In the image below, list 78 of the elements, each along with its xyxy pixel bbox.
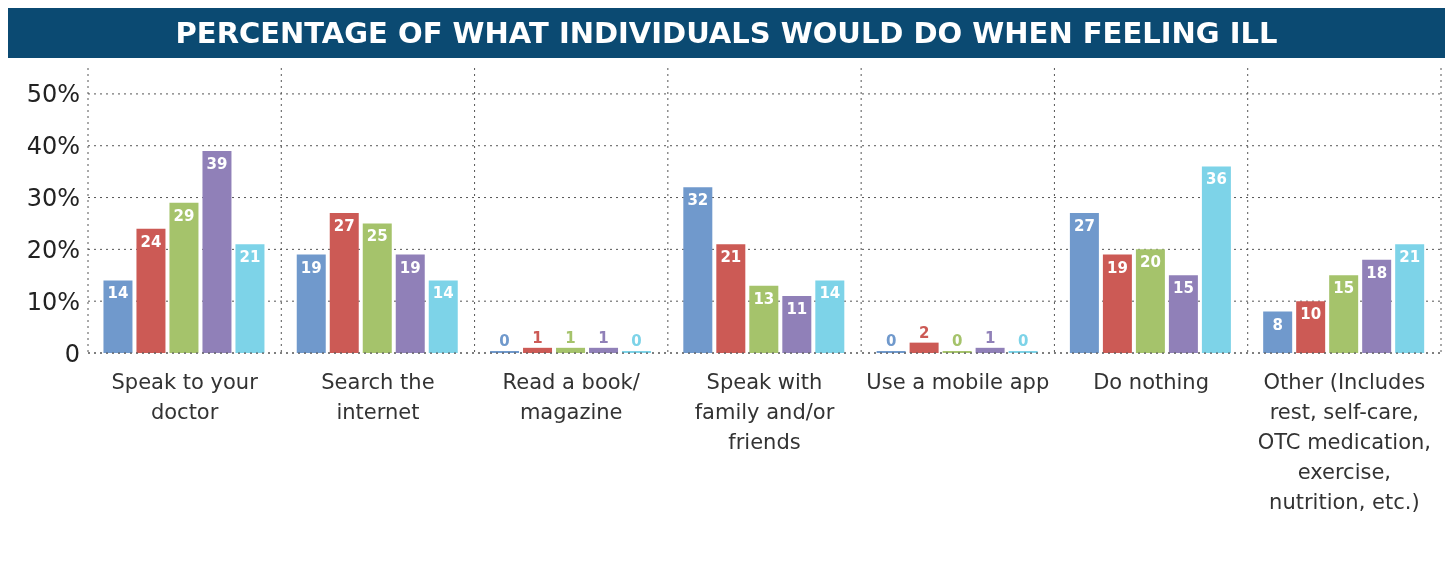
data-label: 13 bbox=[753, 289, 775, 308]
data-label: 11 bbox=[786, 300, 808, 318]
bar bbox=[1263, 311, 1293, 353]
bar bbox=[782, 296, 812, 353]
x-tick-label: Other (Includes rest, self-care, OTC medication, exercise, nutrition, etc.) bbox=[1257, 370, 1432, 514]
data-label: 29 bbox=[173, 206, 195, 225]
data-label: 21 bbox=[720, 248, 742, 267]
bar bbox=[1395, 244, 1425, 353]
y-tick-label: 30% bbox=[26, 184, 80, 213]
y-tick-label: 50% bbox=[26, 80, 80, 109]
y-tick-label: 20% bbox=[26, 235, 80, 264]
bar bbox=[1102, 254, 1132, 353]
data-label: 14 bbox=[432, 284, 454, 303]
bar bbox=[428, 280, 458, 353]
bar bbox=[296, 254, 326, 353]
x-tick-label: Speak with family and/or friends bbox=[694, 370, 835, 454]
data-label: 0 bbox=[1017, 332, 1029, 350]
data-label: 0 bbox=[499, 332, 510, 350]
bar bbox=[1201, 166, 1231, 353]
bar bbox=[362, 223, 392, 353]
bar bbox=[749, 285, 779, 353]
bar bbox=[1329, 275, 1359, 353]
data-label: 21 bbox=[239, 248, 261, 267]
bar bbox=[683, 187, 713, 353]
bar bbox=[329, 213, 359, 353]
data-label: 21 bbox=[1399, 248, 1421, 267]
data-label: 1 bbox=[565, 328, 576, 347]
data-label: 0 bbox=[631, 332, 642, 350]
bar bbox=[395, 254, 425, 353]
x-tick-label: Read a book/ magazine bbox=[502, 370, 641, 424]
x-tick-label: Speak to your doctor bbox=[111, 370, 259, 424]
data-label: 19 bbox=[399, 258, 421, 277]
bar bbox=[716, 244, 746, 353]
bar bbox=[103, 280, 133, 353]
data-label: 1 bbox=[984, 328, 996, 347]
data-label: 32 bbox=[687, 191, 709, 210]
chart-title: PERCENTAGE OF WHAT INDIVIDUALS WOULD DO WHEN FEELING ILL bbox=[8, 8, 1445, 58]
bar bbox=[169, 202, 199, 353]
x-tick-label: Search the internet bbox=[321, 370, 435, 424]
data-label: 10 bbox=[1300, 305, 1322, 324]
bar bbox=[235, 244, 265, 353]
data-label: 15 bbox=[1172, 279, 1194, 298]
bar bbox=[202, 150, 232, 353]
bar bbox=[815, 280, 845, 353]
data-label: 0 bbox=[885, 332, 897, 350]
y-tick-label: 40% bbox=[26, 132, 80, 161]
y-tick-label: 0 bbox=[64, 339, 80, 368]
data-label: 19 bbox=[300, 258, 322, 277]
data-label: 27 bbox=[1073, 217, 1095, 236]
data-label: 14 bbox=[107, 284, 129, 303]
bar bbox=[1069, 213, 1099, 353]
bar bbox=[523, 347, 553, 353]
data-label: 24 bbox=[140, 232, 162, 251]
bar bbox=[1362, 259, 1392, 353]
x-tick-label: Use a mobile app bbox=[866, 370, 1050, 394]
data-label: 18 bbox=[1366, 263, 1388, 282]
data-label: 20 bbox=[1139, 253, 1161, 272]
bar bbox=[556, 347, 586, 353]
data-label: 1 bbox=[598, 328, 609, 347]
bar bbox=[589, 347, 619, 353]
data-label: 14 bbox=[819, 284, 841, 303]
bar bbox=[136, 228, 166, 353]
data-label: 0 bbox=[951, 332, 963, 350]
bar bbox=[909, 342, 939, 353]
bar bbox=[1168, 275, 1198, 353]
data-label: 25 bbox=[366, 227, 388, 246]
data-label: 19 bbox=[1106, 258, 1128, 277]
data-label: 8 bbox=[1272, 315, 1283, 334]
data-label: 36 bbox=[1205, 170, 1227, 189]
data-label: 39 bbox=[206, 154, 228, 173]
bar bbox=[975, 347, 1005, 353]
data-label: 1 bbox=[532, 328, 543, 347]
data-label: 27 bbox=[333, 217, 355, 236]
x-tick-label: Do nothing bbox=[1093, 370, 1210, 394]
y-tick-label: 10% bbox=[26, 287, 80, 316]
data-label: 15 bbox=[1333, 279, 1355, 298]
bar bbox=[1135, 249, 1165, 353]
data-label: 2 bbox=[918, 323, 930, 342]
